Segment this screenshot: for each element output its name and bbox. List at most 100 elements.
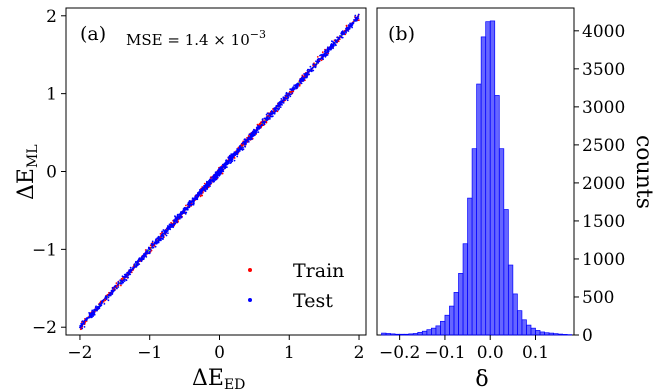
scatter-point bbox=[345, 24, 348, 27]
scatter-point bbox=[350, 24, 353, 27]
scatter-point bbox=[148, 248, 151, 250]
scatter-point bbox=[189, 203, 191, 206]
scatter-point bbox=[190, 200, 193, 203]
scatter-point bbox=[174, 215, 176, 218]
scatter-point bbox=[165, 229, 168, 232]
x-axis-title-b: δ bbox=[475, 367, 488, 389]
scatter-point bbox=[151, 245, 154, 247]
legend-marker-train bbox=[248, 268, 252, 272]
scatter-point bbox=[309, 65, 312, 68]
x-tick-label-a: 2 bbox=[354, 343, 365, 363]
scatter-point bbox=[336, 39, 339, 41]
scatter-point bbox=[85, 318, 88, 321]
scatter-point bbox=[136, 262, 139, 265]
scatter-point bbox=[280, 100, 282, 102]
scatter-point bbox=[285, 92, 288, 95]
scatter-point bbox=[351, 22, 353, 25]
scatter-point bbox=[120, 277, 123, 280]
scatter-point bbox=[321, 51, 324, 54]
histogram-bar bbox=[421, 330, 428, 336]
scatter-point bbox=[129, 266, 132, 269]
y-axis-title-a: ΔEML bbox=[14, 144, 41, 200]
scatter-point bbox=[136, 260, 139, 263]
scatter-point bbox=[295, 86, 298, 89]
scatter-point bbox=[210, 179, 213, 181]
scatter-point bbox=[215, 173, 218, 176]
scatter-point bbox=[117, 286, 120, 288]
scatter-point bbox=[305, 73, 308, 76]
scatter-point bbox=[162, 238, 164, 241]
histogram-bar bbox=[412, 333, 419, 336]
scatter-point bbox=[198, 191, 201, 194]
scatter-point bbox=[186, 208, 189, 211]
y-tick-label-a: 0 bbox=[46, 163, 57, 183]
histogram-bar bbox=[544, 332, 550, 336]
y-tick-label-b: 0 bbox=[582, 326, 593, 346]
scatter-point bbox=[306, 75, 308, 78]
scatter-point bbox=[81, 320, 84, 322]
histogram-bar bbox=[485, 21, 491, 336]
scatter-point bbox=[163, 231, 166, 234]
scatter-point bbox=[240, 148, 243, 151]
scatter-point bbox=[278, 108, 280, 110]
scatter-point bbox=[219, 168, 222, 170]
x-tick-label-b: −0.2 bbox=[379, 343, 420, 363]
scatter-point bbox=[304, 76, 307, 79]
scatter-point bbox=[327, 48, 330, 51]
scatter-point bbox=[310, 68, 312, 71]
scatter-point bbox=[176, 213, 179, 216]
scatter-point bbox=[93, 308, 96, 311]
scatter-point bbox=[336, 36, 338, 39]
scatter-point bbox=[247, 141, 250, 143]
scatter-point bbox=[214, 178, 217, 180]
scatter-point bbox=[322, 53, 324, 56]
scatter-point bbox=[313, 63, 315, 66]
scatter-point bbox=[92, 315, 94, 317]
scatter-point bbox=[218, 174, 221, 177]
scatter-point bbox=[95, 305, 97, 308]
scatter-point bbox=[271, 112, 274, 115]
scatter-point bbox=[341, 36, 344, 39]
histogram-bar bbox=[467, 197, 473, 336]
scatter-point bbox=[144, 249, 147, 251]
scatter-point bbox=[162, 234, 165, 237]
scatter-point bbox=[316, 59, 319, 62]
scatter-point bbox=[170, 226, 173, 229]
histogram-bar bbox=[530, 327, 536, 336]
scatter-point bbox=[297, 84, 300, 86]
scatter-point bbox=[120, 284, 122, 287]
scatter-point bbox=[321, 58, 324, 60]
scatter-point bbox=[157, 239, 160, 241]
scatter-point bbox=[179, 217, 181, 220]
y-tick-label-a: −1 bbox=[32, 240, 57, 260]
scatter-point bbox=[269, 112, 272, 115]
y-tick-label-a: 2 bbox=[46, 7, 57, 27]
scatter-point bbox=[306, 72, 309, 74]
scatter-point bbox=[195, 194, 198, 197]
x-tick-label-a: −2 bbox=[67, 343, 92, 363]
y-tick-label-b: 500 bbox=[582, 288, 614, 308]
scatter-point bbox=[88, 316, 91, 319]
scatter-point bbox=[300, 82, 303, 85]
scatter-point bbox=[265, 118, 267, 121]
scatter-point bbox=[225, 159, 228, 162]
y-tick-label-b: 3000 bbox=[582, 98, 625, 118]
scatter-point bbox=[258, 125, 261, 128]
scatter-point bbox=[354, 14, 357, 17]
scatter-point bbox=[83, 321, 86, 323]
scatter-point bbox=[121, 275, 124, 278]
scatter-point bbox=[166, 225, 169, 227]
scatter-point bbox=[183, 208, 186, 211]
scatter-point bbox=[102, 298, 105, 301]
scatter-point bbox=[167, 232, 169, 235]
histogram-bar bbox=[507, 264, 514, 336]
scatter-point bbox=[209, 181, 212, 184]
scatter-point bbox=[347, 28, 350, 31]
scatter-point bbox=[283, 98, 286, 101]
histogram-bar bbox=[381, 332, 387, 336]
scatter-point bbox=[216, 172, 218, 175]
scatter-point bbox=[164, 233, 167, 236]
scatter-point bbox=[301, 79, 304, 82]
scatter-point bbox=[354, 16, 357, 19]
scatter-point bbox=[348, 26, 351, 28]
